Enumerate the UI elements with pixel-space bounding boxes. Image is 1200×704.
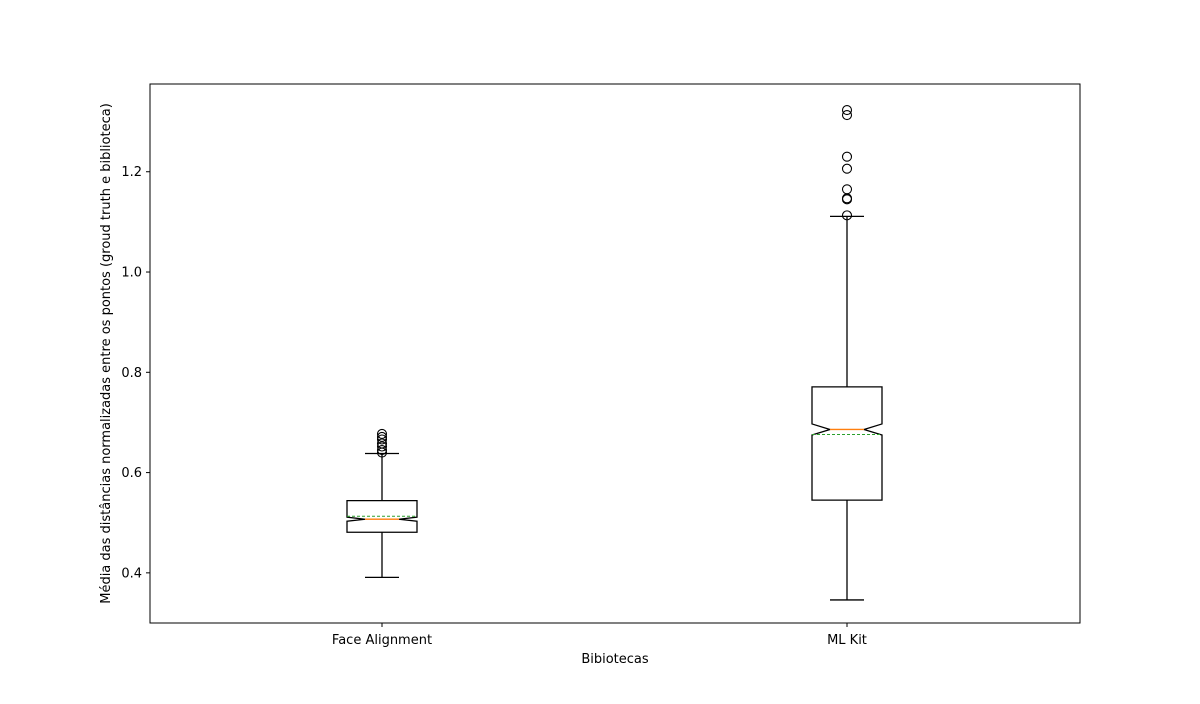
x-tick-label: Face Alignment	[332, 633, 432, 648]
outlier-point	[841, 105, 853, 116]
outlier-point	[376, 434, 388, 445]
outlier-point	[841, 210, 853, 221]
outlier-point	[376, 444, 388, 456]
y-axis-label: Média das distâncias normalizadas entre …	[99, 103, 114, 604]
y-tick-label: 1.2	[121, 165, 142, 180]
box-group	[811, 105, 883, 601]
outlier-point	[376, 431, 388, 443]
y-tick-label: 0.8	[121, 366, 142, 381]
box-body	[811, 386, 883, 501]
box-body	[346, 500, 418, 533]
box-group	[346, 428, 418, 579]
plot-area	[149, 83, 1081, 624]
outlier-point	[841, 184, 853, 195]
outlier-point	[841, 110, 853, 121]
outlier-point	[841, 163, 853, 174]
y-tick-label: 0.4	[121, 566, 142, 581]
outlier-point	[841, 151, 853, 162]
y-tick-label: 0.6	[121, 466, 142, 481]
x-tick-label: ML Kit	[827, 633, 867, 648]
x-axis-label: Bibiotecas	[581, 652, 649, 667]
box-series	[346, 105, 883, 601]
x-axis: Face Alignment ML Kit	[332, 623, 867, 648]
outlier-point	[376, 428, 388, 440]
y-axis: 0.4 0.6 0.8 1.0 1.2	[121, 165, 150, 581]
y-tick-label: 1.0	[121, 266, 142, 281]
